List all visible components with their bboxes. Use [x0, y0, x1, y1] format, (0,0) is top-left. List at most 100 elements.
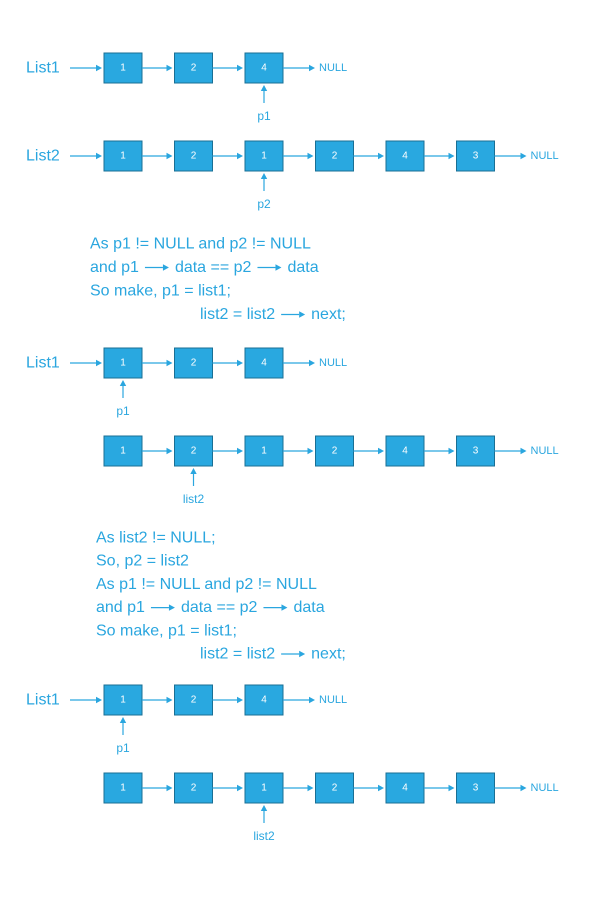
list-initial-list2: List2 1 2 1 2 4 3 NULL p2	[26, 140, 559, 211]
head-arrow	[70, 359, 102, 367]
explanation-text: As p1 != NULL and p2 != NULL	[96, 576, 317, 593]
pointer-arrow	[119, 380, 127, 398]
next-arrow	[142, 447, 173, 455]
explanation-text: and p1	[90, 259, 139, 276]
list-node: 4	[244, 52, 284, 84]
inline-arrow	[281, 311, 306, 318]
list-node: 4	[244, 347, 284, 379]
next-arrow	[283, 447, 314, 455]
explanation-text: data	[287, 259, 318, 276]
null-label: NULL	[319, 694, 347, 706]
null-arrow	[494, 447, 527, 455]
list-node: 1	[244, 772, 284, 804]
next-arrow	[142, 696, 173, 704]
node-value: 1	[261, 783, 267, 794]
explanation-text: and p1	[96, 599, 145, 616]
node-value: 4	[261, 63, 267, 74]
list-node: 1	[244, 435, 284, 467]
node-box	[456, 772, 495, 804]
list-node: 2	[174, 684, 213, 716]
next-arrow	[142, 64, 173, 72]
explanation-text: list2 = list2	[200, 646, 275, 663]
explanation-text: data == p2	[181, 599, 258, 616]
node-box	[315, 140, 354, 172]
next-arrow	[212, 64, 243, 72]
explanation-text: next;	[311, 646, 346, 663]
head-arrow	[70, 696, 102, 704]
list-node: 4	[244, 684, 284, 716]
list-node: 1	[103, 347, 143, 379]
node-value: 1	[120, 151, 126, 162]
next-arrow	[424, 152, 455, 160]
node-value: 3	[473, 446, 479, 457]
node-box	[456, 140, 495, 172]
null-arrow	[283, 359, 315, 367]
pointer-label: p1	[116, 404, 130, 418]
list-node: 3	[456, 772, 495, 804]
list-node: 4	[385, 140, 425, 172]
node-box	[244, 684, 284, 716]
pointer-label: p2	[257, 197, 271, 211]
next-arrow	[424, 447, 455, 455]
node-box	[244, 347, 284, 379]
null-label: NULL	[319, 62, 347, 74]
node-value: 4	[402, 151, 408, 162]
node-value: 2	[332, 783, 338, 794]
node-box	[103, 772, 143, 804]
node-box	[103, 684, 143, 716]
null-arrow	[494, 784, 527, 792]
explanation-text: As list2 != NULL;	[96, 530, 216, 547]
pointer-arrow	[260, 173, 268, 191]
next-arrow	[212, 696, 243, 704]
next-arrow	[142, 152, 173, 160]
next-arrow	[142, 784, 173, 792]
list-label: List1	[26, 355, 60, 372]
node-box	[174, 772, 213, 804]
list-node: 4	[385, 772, 425, 804]
inline-arrow	[263, 604, 288, 611]
explanation-text: list2 = list2	[200, 306, 275, 323]
list-step1-list1: List1 1 2 4 NULL p1	[26, 347, 347, 418]
list-node: 1	[103, 140, 143, 172]
next-arrow	[212, 447, 243, 455]
list-step2-list2: 1 2 1 2 4 3 NULL list2	[103, 772, 559, 843]
explanation-text: So make, p1 = list1;	[96, 622, 237, 639]
list-label: List2	[26, 148, 60, 165]
node-box	[174, 435, 213, 467]
node-value: 1	[120, 783, 126, 794]
node-value: 4	[402, 783, 408, 794]
pointer-arrow	[119, 717, 127, 735]
node-value: 4	[402, 446, 408, 457]
list-node: 2	[315, 435, 354, 467]
node-box	[174, 684, 213, 716]
list-initial-list1: List1 1 2 4 NULL p1	[26, 52, 347, 123]
list-node: 4	[385, 435, 425, 467]
next-arrow	[353, 784, 384, 792]
list-node: 2	[174, 52, 213, 84]
node-value: 1	[120, 446, 126, 457]
inline-arrow	[144, 264, 169, 271]
node-value: 1	[120, 695, 126, 706]
pointer-arrow	[190, 468, 197, 486]
null-label: NULL	[531, 150, 559, 162]
next-arrow	[283, 784, 314, 792]
explanation-text: next;	[311, 306, 346, 323]
head-arrow	[70, 64, 102, 72]
node-value: 4	[261, 695, 267, 706]
node-value: 4	[261, 358, 267, 369]
node-value: 2	[332, 446, 338, 457]
inline-arrow	[150, 604, 175, 611]
head-arrow	[70, 152, 102, 160]
null-label: NULL	[531, 782, 559, 794]
list-label: List1	[26, 692, 60, 709]
list-node: 1	[103, 435, 143, 467]
explanation-1: As p1 != NULL and p2 != NULL and p1 data =…	[90, 236, 346, 324]
next-arrow	[353, 152, 384, 160]
list-label: List1	[26, 60, 60, 77]
node-box	[103, 140, 143, 172]
next-arrow	[424, 784, 455, 792]
node-box	[174, 140, 213, 172]
node-box	[103, 347, 143, 379]
null-arrow	[283, 696, 315, 704]
